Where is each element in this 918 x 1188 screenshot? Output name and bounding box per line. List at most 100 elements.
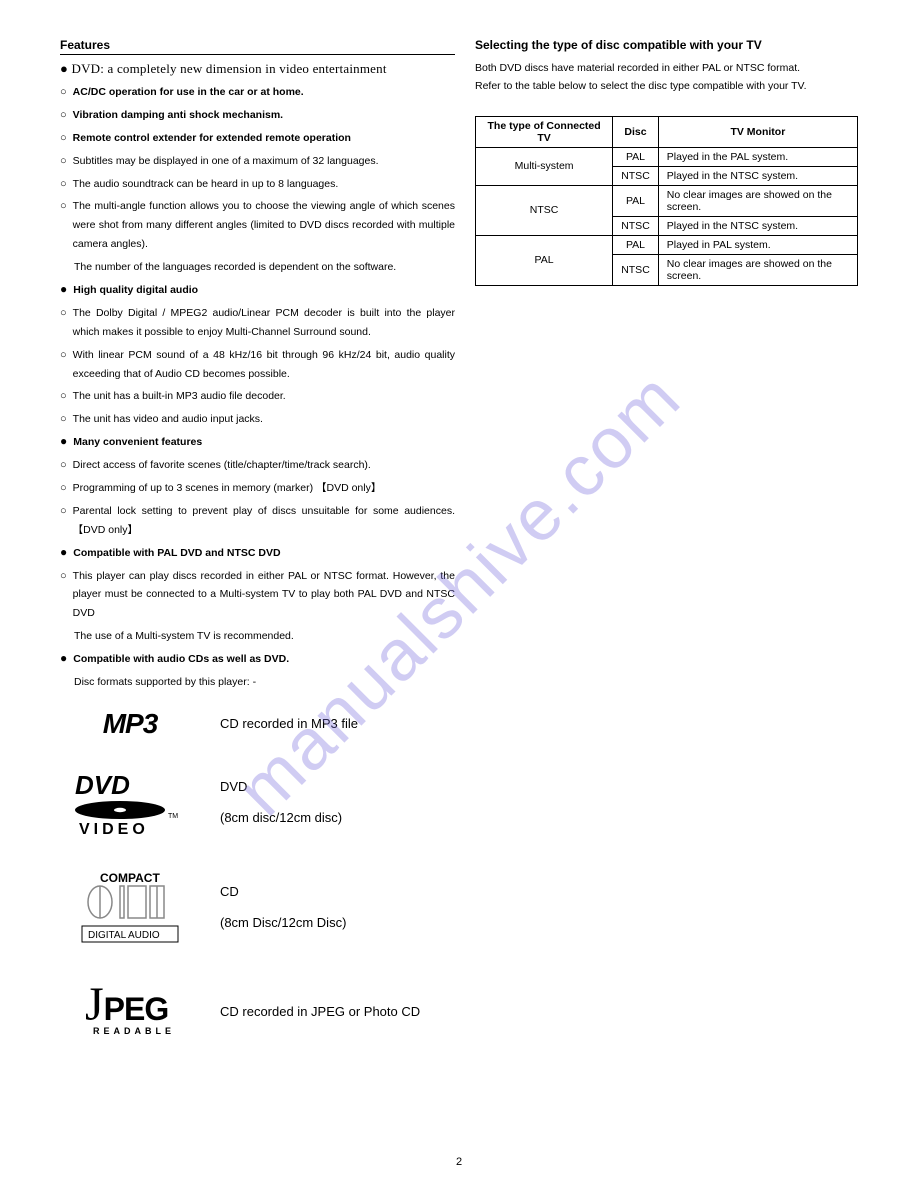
table-header-row: The type of Connected TV Disc TV Monitor [476,116,858,147]
feature-item: ○ The multi-angle function allows you to … [60,197,455,254]
format-jpeg: J PEG READABLE CD recorded in JPEG or Ph… [60,988,455,1036]
bullet-icon: ○ [60,479,67,498]
bullet-icon: ● [60,281,67,298]
feature-item: ○ The unit has a built-in MP3 audio file … [60,387,455,406]
dvd-desc-1: DVD [220,777,342,798]
subhead-pal: ● Compatible with PAL DVD and NTSC DVD [60,544,455,563]
lang-note: The number of the languages recorded is … [74,258,455,277]
format-dvd: DVD TM VIDEO DVD (8cm disc/12cm disc) [60,768,455,838]
subhead-cd-text: Compatible with audio CDs as well as DVD… [73,650,455,669]
cell-disc: NTSC [613,254,659,285]
bullet-icon: ● [60,433,67,450]
feature-item: ○ The unit has video and audio input jack… [60,410,455,429]
feature-item: ○ AC/DC operation for use in the car or a… [60,83,455,102]
feature-text: Programming of up to 3 scenes in memory … [73,479,455,498]
feature-text: The unit has a built-in MP3 audio file d… [73,387,455,406]
feature-item: ○ With linear PCM sound of a 48 kHz/16 bi… [60,346,455,384]
svg-text:COMPACT: COMPACT [100,871,160,885]
dvd-desc: DVD (8cm disc/12cm disc) [220,777,342,829]
features-heading: Features [60,38,455,55]
bullet-icon: ○ [60,567,67,586]
jpeg-readable: READABLE [93,1026,175,1036]
subhead-cd: ● Compatible with audio CDs as well as D… [60,650,455,669]
cell-monitor: Played in the PAL system. [658,147,857,166]
feature-text: With linear PCM sound of a 48 kHz/16 bit… [73,346,455,384]
hero-feature: ● DVD: a completely new dimension in vid… [60,61,455,77]
cell-disc: PAL [613,185,659,216]
cd-desc-1: CD [220,882,346,903]
mp3-label: MP3 [103,708,158,740]
bullet-icon: ○ [60,106,67,125]
bullet-icon: ○ [60,502,67,521]
compat-table: The type of Connected TV Disc TV Monitor… [475,116,858,286]
right-column: Selecting the type of disc compatible wi… [475,38,858,1064]
bullet-icon: ○ [60,197,67,216]
cell-disc: PAL [613,147,659,166]
compat-intro: Both DVD discs have material recorded in… [475,60,858,96]
subhead-audio: ● High quality digital audio [60,281,455,300]
feature-item: ○The Dolby Digital / MPEG2 audio/Linear … [60,304,455,342]
formats-area: MP3 CD recorded in MP3 file DVD TM VIDEO… [60,708,455,1036]
feature-item: ○ Direct access of favorite scenes (title… [60,456,455,475]
format-mp3: MP3 CD recorded in MP3 file [60,708,455,740]
jpeg-icon: J PEG READABLE [60,988,200,1036]
svg-text:DVD: DVD [75,770,130,800]
dvd-desc-2: (8cm disc/12cm disc) [220,808,342,829]
subhead-audio-text: High quality digital audio [73,281,455,300]
left-column: Features ● DVD: a completely new dimensi… [60,38,455,1064]
cell-monitor: No clear images are showed on the screen… [658,185,857,216]
feature-text: Parental lock setting to prevent play of… [73,502,455,540]
table-row: NTSC PAL No clear images are showed on t… [476,185,858,216]
cell-disc: NTSC [613,166,659,185]
svg-text:DIGITAL AUDIO: DIGITAL AUDIO [88,930,160,941]
format-cd: COMPACT DIGITAL AUDIO [60,868,455,948]
mp3-icon: MP3 [60,708,200,740]
feature-text: Direct access of favorite scenes (title/… [73,456,455,475]
bullet-icon: ○ [60,129,67,148]
bullet-icon: ○ [60,83,67,102]
cell-tv: Multi-system [476,147,613,185]
cell-tv: NTSC [476,185,613,235]
table-row: Multi-system PAL Played in the PAL syste… [476,147,858,166]
cell-monitor: Played in the NTSC system. [658,166,857,185]
feature-text: The unit has video and audio input jacks… [73,410,455,429]
cell-monitor: Played in PAL system. [658,235,857,254]
cell-monitor: No clear images are showed on the screen… [658,254,857,285]
content-columns: Features ● DVD: a completely new dimensi… [60,38,858,1064]
bullet-icon: ○ [60,456,67,475]
bullet-icon: ● [60,544,67,561]
svg-text:TM: TM [168,813,178,820]
bullet-icon: ○ [60,387,67,406]
subhead-conv-text: Many convenient features [73,433,455,452]
feature-text: Vibration damping anti shock mechanism. [73,106,455,125]
bullet-icon: ○ [60,410,67,429]
feature-text: AC/DC operation for use in the car or at… [73,83,455,102]
jpeg-j: J [85,988,104,1022]
feature-text: The multi-angle function allows you to c… [73,197,455,254]
subhead-pal-text: Compatible with PAL DVD and NTSC DVD [73,544,455,563]
feature-item: ○ Vibration damping anti shock mechanism. [60,106,455,125]
page-number: 2 [456,1156,462,1168]
compat-intro-2: Refer to the table below to select the d… [475,78,858,96]
feature-item: ○ Parental lock setting to prevent play o… [60,502,455,540]
feature-item: ○The audio soundtrack can be heard in up… [60,175,455,194]
feature-item: ○This player can play discs recorded in … [60,567,455,624]
bullet-icon: ○ [60,346,67,365]
subhead-conv: ● Many convenient features [60,433,455,452]
cell-monitor: Played in the NTSC system. [658,216,857,235]
cd-desc: CD (8cm Disc/12cm Disc) [220,882,346,934]
cell-disc: PAL [613,235,659,254]
th-disc: Disc [613,116,659,147]
feature-text: The Dolby Digital / MPEG2 audio/Linear P… [73,304,455,342]
th-monitor: TV Monitor [658,116,857,147]
cell-tv: PAL [476,235,613,285]
th-tv: The type of Connected TV [476,116,613,147]
svg-text:VIDEO: VIDEO [79,821,149,838]
bullet-icon: ● [60,650,67,667]
compact-disc-icon: COMPACT DIGITAL AUDIO [60,868,200,948]
jpeg-desc: CD recorded in JPEG or Photo CD [220,1002,420,1023]
cd-desc-2: (8cm Disc/12cm Disc) [220,913,346,934]
feature-text: The audio soundtrack can be heard in up … [73,175,455,194]
compat-intro-1: Both DVD discs have material recorded in… [475,60,858,78]
table-row: PAL PAL Played in PAL system. [476,235,858,254]
